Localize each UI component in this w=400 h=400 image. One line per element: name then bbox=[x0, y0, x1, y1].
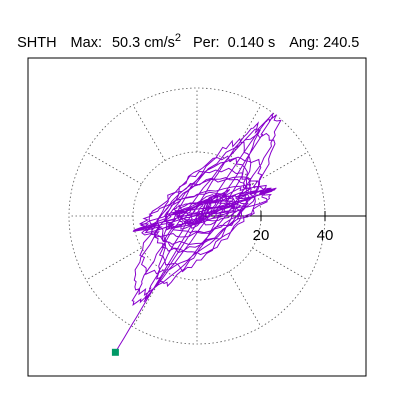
grid-spoke-330 bbox=[252, 247, 309, 281]
grid-spoke-240 bbox=[132, 271, 166, 328]
plot-frame bbox=[27, 57, 367, 377]
grid-spoke-120 bbox=[132, 104, 166, 161]
grid-spoke-30 bbox=[252, 151, 309, 185]
per-value: 0.140 s bbox=[227, 35, 276, 51]
station-code: SHTH bbox=[17, 35, 57, 51]
grid-spoke-150 bbox=[85, 151, 142, 185]
per-label: Per: bbox=[192, 35, 220, 51]
max-label: Max: bbox=[70, 35, 102, 51]
ang-value: 240.5 bbox=[323, 35, 360, 51]
grid-spoke-210 bbox=[85, 247, 142, 281]
ang-label: Ang: bbox=[289, 35, 320, 51]
plot-header: SHTH Max: 50.3 cm/s2 Per: 0.140 s Ang: 240.5 bbox=[9, 16, 359, 51]
tick-label-40: 40 bbox=[317, 227, 334, 244]
grid-spoke-300 bbox=[228, 271, 262, 328]
max-unit: cm/s bbox=[144, 35, 175, 51]
tick-label-20: 20 bbox=[253, 227, 270, 244]
max-value: 50.3 bbox=[111, 35, 141, 51]
radial-ticks: 20 40 bbox=[253, 211, 334, 244]
max-unit-exponent: 2 bbox=[174, 32, 181, 44]
trace-end-marker bbox=[111, 348, 119, 356]
motion-trace bbox=[114, 113, 282, 353]
grid-spoke-60 bbox=[228, 104, 262, 161]
